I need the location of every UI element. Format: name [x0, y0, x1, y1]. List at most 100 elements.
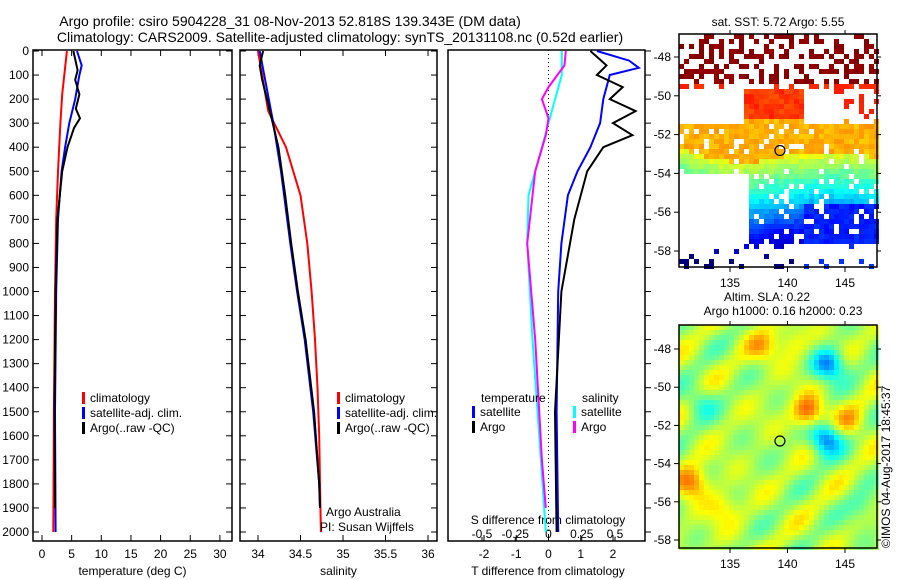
- map-cell: [729, 405, 734, 410]
- map-cell: [804, 129, 809, 134]
- map-cell: [864, 530, 869, 535]
- map-cell: [739, 410, 744, 415]
- map-cell: [764, 460, 769, 465]
- map-cell: [729, 355, 734, 360]
- map-cell: [749, 405, 754, 410]
- map-cell: [824, 415, 829, 420]
- map-cell: [779, 520, 784, 525]
- map-cell: [699, 390, 704, 395]
- map-cell: [864, 234, 869, 239]
- map-cell: [744, 350, 749, 355]
- map-cell: [724, 400, 729, 405]
- map-cell: [749, 214, 754, 219]
- map-cell: [739, 490, 744, 495]
- x2-tick-label: -0.25: [502, 527, 530, 541]
- map-cell: [739, 440, 744, 445]
- map-cell: [834, 340, 839, 345]
- map-cell: [764, 199, 769, 204]
- map-cell: [839, 259, 844, 264]
- map-cell: [769, 224, 774, 229]
- map-cell: [814, 485, 819, 490]
- map-cell: [844, 69, 849, 74]
- map-cell: [789, 535, 794, 540]
- map-cell: [779, 365, 784, 370]
- map-cell: [719, 435, 724, 440]
- map-cell: [709, 535, 714, 540]
- map-cell: [854, 54, 859, 59]
- map-cell: [869, 530, 874, 535]
- map-cell: [809, 54, 814, 59]
- map-cell: [829, 510, 834, 515]
- map-cell: [754, 480, 759, 485]
- x-axis-label: temperature (deg C): [78, 564, 186, 578]
- map-cell: [699, 54, 704, 59]
- map-cell: [689, 525, 694, 530]
- map-cell: [729, 515, 734, 520]
- map-cell: [734, 475, 739, 480]
- map-cell: [724, 390, 729, 395]
- map-cell: [819, 189, 824, 194]
- map-cell: [844, 149, 849, 154]
- map-cell: [699, 44, 704, 49]
- map-cell: [829, 229, 834, 234]
- map-cell: [864, 49, 869, 54]
- map-cell: [729, 380, 734, 385]
- map-cell: [844, 460, 849, 465]
- map-cell: [829, 375, 834, 380]
- map-cell: [869, 505, 874, 510]
- map-cell: [739, 134, 744, 139]
- map-cell: [744, 244, 749, 249]
- map-cell: [789, 490, 794, 495]
- map-cell: [699, 360, 704, 365]
- map-cell: [774, 495, 779, 500]
- map-cell: [779, 199, 784, 204]
- x-tick-label: 34: [251, 547, 265, 561]
- map-cell: [714, 124, 719, 129]
- map-cell: [839, 485, 844, 490]
- map-cell: [724, 500, 729, 505]
- map-cell: [839, 415, 844, 420]
- map-cell: [799, 395, 804, 400]
- map-cell: [744, 380, 749, 385]
- map-cell: [759, 345, 764, 350]
- map-cell: [819, 400, 824, 405]
- map-cell: [799, 370, 804, 375]
- map-cell: [764, 104, 769, 109]
- map-cell: [844, 400, 849, 405]
- map-cell: [804, 149, 809, 154]
- map-cell: [789, 420, 794, 425]
- map-cell: [764, 445, 769, 450]
- map-cell: [804, 460, 809, 465]
- map-cell: [739, 380, 744, 385]
- map-cell: [744, 325, 749, 330]
- map-cell: [844, 360, 849, 365]
- map-cell: [739, 149, 744, 154]
- map-cell: [699, 164, 704, 169]
- x2-tick-label: 0.25: [570, 527, 594, 541]
- map-cell: [764, 189, 769, 194]
- map-cell: [794, 380, 799, 385]
- map-cell: [804, 440, 809, 445]
- map-cell: [814, 34, 819, 39]
- map-cell: [824, 445, 829, 450]
- map-cell: [809, 455, 814, 460]
- map-cell: [834, 169, 839, 174]
- map-cell: [684, 370, 689, 375]
- map-cell: [694, 355, 699, 360]
- map-cell: [719, 164, 724, 169]
- map-cell: [864, 219, 869, 224]
- map-cell: [739, 335, 744, 340]
- map-cell: [694, 420, 699, 425]
- map-cell: [739, 540, 744, 545]
- map-cell: [724, 335, 729, 340]
- map-cell: [814, 179, 819, 184]
- map-cell: [709, 505, 714, 510]
- map-cell: [689, 340, 694, 345]
- map-cell: [849, 69, 854, 74]
- map-cell: [734, 520, 739, 525]
- map-cell: [699, 495, 704, 500]
- y-tick-label: -54: [654, 457, 672, 471]
- map-cell: [839, 460, 844, 465]
- map-cell: [689, 74, 694, 79]
